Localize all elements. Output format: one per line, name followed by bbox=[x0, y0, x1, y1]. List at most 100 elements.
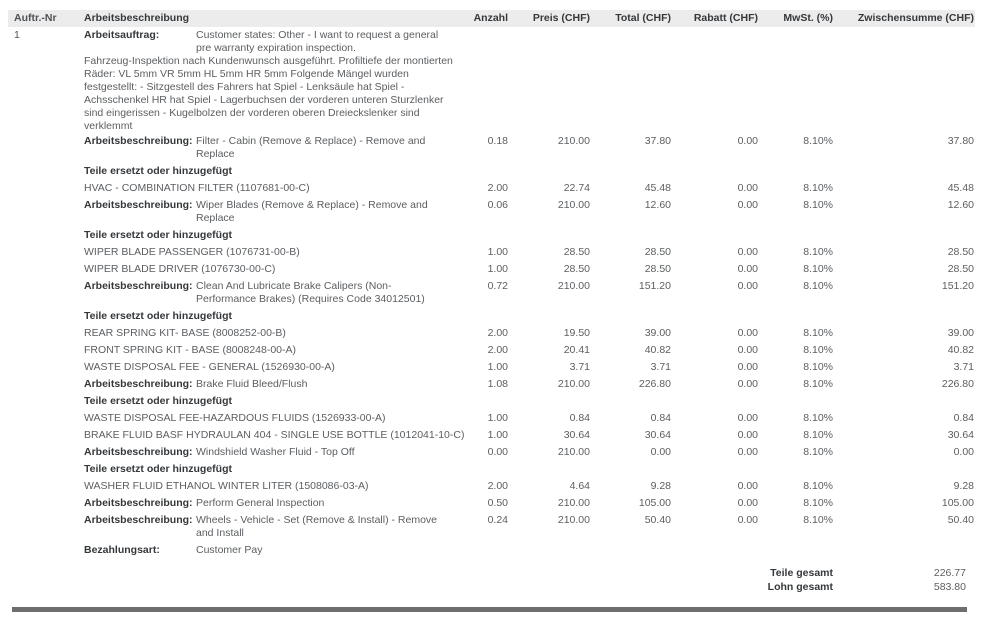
work-line-row: Arbeitsbeschreibung: Wiper Blades (Remov… bbox=[8, 197, 975, 227]
column-header-auftr-nr: Auftr.-Nr bbox=[14, 12, 57, 24]
order-number bbox=[8, 497, 84, 498]
discount-value: 0.00 bbox=[737, 263, 758, 275]
row-label: Bezahlungsart: bbox=[84, 544, 160, 556]
total-label: Lohn gesamt bbox=[767, 580, 833, 593]
total-value: 12.60 bbox=[644, 199, 671, 211]
row-label: Arbeitsbeschreibung: bbox=[84, 446, 193, 458]
subtotal-value: 151.20 bbox=[941, 280, 974, 292]
vat-value bbox=[758, 544, 833, 545]
total-value: 226.80 bbox=[638, 378, 671, 390]
row-description: Customer states: Other - I want to reque… bbox=[196, 29, 439, 54]
subtotal-value: 30.64 bbox=[947, 429, 974, 441]
vat-value: 8.10% bbox=[803, 412, 833, 424]
subtotal-value bbox=[833, 544, 983, 545]
quantity-value bbox=[470, 544, 508, 545]
row-label: Arbeitsbeschreibung: bbox=[84, 280, 193, 292]
total-value: 28.50 bbox=[644, 263, 671, 275]
order-number bbox=[8, 544, 84, 545]
total-value: 39.00 bbox=[644, 327, 671, 339]
vat-value: 8.10% bbox=[803, 429, 833, 441]
total-value bbox=[590, 29, 671, 30]
row-description: Customer Pay bbox=[196, 544, 263, 556]
price-value: 19.50 bbox=[563, 327, 590, 339]
discount-value: 0.00 bbox=[737, 135, 758, 147]
vat-value: 8.10% bbox=[803, 182, 833, 194]
price-value: 20.41 bbox=[563, 344, 590, 356]
line-items: 1 Arbeitsauftrag: Customer states: Other… bbox=[8, 29, 975, 559]
total-value: 0.84 bbox=[650, 412, 671, 424]
work-line-row: Arbeitsbeschreibung: Perform General Ins… bbox=[8, 495, 975, 512]
price-value: 210.00 bbox=[557, 135, 590, 147]
subtotal-value: 0.84 bbox=[953, 412, 974, 424]
subtotal-value: 105.00 bbox=[941, 497, 974, 509]
parts-section-header-row: Teile ersetzt oder hinzugefügt bbox=[8, 461, 975, 478]
discount-value: 0.00 bbox=[737, 199, 758, 211]
quantity-value bbox=[470, 29, 508, 30]
subtotal-value: 0.00 bbox=[953, 446, 974, 458]
price-value: 210.00 bbox=[557, 514, 590, 526]
total-value: 0.00 bbox=[650, 446, 671, 458]
part-line-row: WASTE DISPOSAL FEE-HAZARDOUS FLUIDS (152… bbox=[8, 410, 975, 427]
work-notes-text: Fahrzeug-Inspektion nach Kundenwunsch au… bbox=[84, 55, 453, 132]
parts-section-title: Teile ersetzt oder hinzugefügt bbox=[84, 310, 232, 322]
quantity-value: 2.00 bbox=[487, 480, 508, 492]
quantity-value: 0.24 bbox=[487, 514, 508, 526]
quantity-value: 2.00 bbox=[487, 344, 508, 356]
total-value: 40.82 bbox=[644, 344, 671, 356]
row-label: Arbeitsbeschreibung: bbox=[84, 497, 193, 509]
part-description: WASTE DISPOSAL FEE-HAZARDOUS FLUIDS (152… bbox=[84, 412, 386, 424]
subtotal-value: 9.28 bbox=[953, 480, 974, 492]
vat-value: 8.10% bbox=[803, 327, 833, 339]
quantity-value: 1.00 bbox=[487, 412, 508, 424]
total-value: 3.71 bbox=[650, 361, 671, 373]
part-line-row: WASHER FLUID ETHANOL WINTER LITER (15080… bbox=[8, 478, 975, 495]
parts-section-title: Teile ersetzt oder hinzugefügt bbox=[84, 463, 232, 475]
quantity-value: 0.18 bbox=[487, 135, 508, 147]
order-number bbox=[8, 199, 84, 200]
discount-value: 0.00 bbox=[737, 412, 758, 424]
part-line-row: WIPER BLADE DRIVER (1076730-00-C) 1.00 2… bbox=[8, 261, 975, 278]
subtotal-value: 3.71 bbox=[953, 361, 974, 373]
part-line-row: REAR SPRING KIT- BASE (8008252-00-B) 2.0… bbox=[8, 325, 975, 342]
service-order-document: Auftr.-Nr Arbeitsbeschreibung Anzahl Pre… bbox=[8, 10, 975, 612]
parts-section-header-row: Teile ersetzt oder hinzugefügt bbox=[8, 227, 975, 244]
work-line-row: Arbeitsbeschreibung: Clean And Lubricate… bbox=[8, 278, 975, 308]
total-label: Teile gesamt bbox=[770, 566, 833, 579]
total-row: Lohn gesamt 583.80 bbox=[8, 580, 975, 594]
row-description: Filter - Cabin (Remove & Replace) - Remo… bbox=[196, 135, 426, 160]
price-value: 210.00 bbox=[557, 497, 590, 509]
quantity-value: 1.00 bbox=[487, 361, 508, 373]
work-notes-row: Fahrzeug-Inspektion nach Kundenwunsch au… bbox=[8, 55, 975, 133]
row-label: Arbeitsbeschreibung: bbox=[84, 514, 193, 526]
total-value: 37.80 bbox=[644, 135, 671, 147]
part-description: BRAKE FLUID BASF HYDRAULAN 404 - SINGLE … bbox=[84, 429, 465, 441]
row-label: Arbeitsauftrag: bbox=[84, 29, 160, 41]
discount-value: 0.00 bbox=[737, 361, 758, 373]
price-value: 4.64 bbox=[569, 480, 590, 492]
vat-value: 8.10% bbox=[803, 246, 833, 258]
quantity-value: 1.00 bbox=[487, 429, 508, 441]
discount-value: 0.00 bbox=[737, 378, 758, 390]
row-label: Arbeitsbeschreibung: bbox=[84, 135, 193, 147]
discount-value bbox=[671, 29, 758, 30]
part-description: WASHER FLUID ETHANOL WINTER LITER (15080… bbox=[84, 480, 369, 492]
column-header-rabatt: Rabatt (CHF) bbox=[693, 12, 758, 24]
total-value: 50.40 bbox=[644, 514, 671, 526]
part-description: FRONT SPRING KIT - BASE (8008248-00-A) bbox=[84, 344, 297, 356]
vat-value: 8.10% bbox=[803, 135, 833, 147]
column-header-anzahl: Anzahl bbox=[473, 12, 508, 24]
part-line-row: FRONT SPRING KIT - BASE (8008248-00-A) 2… bbox=[8, 342, 975, 359]
part-description: HVAC - COMBINATION FILTER (1107681-00-C) bbox=[84, 182, 310, 194]
part-description: REAR SPRING KIT- BASE (8008252-00-B) bbox=[84, 327, 286, 339]
subtotal-value: 226.80 bbox=[941, 378, 974, 390]
vat-value bbox=[758, 29, 833, 30]
price-value: 210.00 bbox=[557, 199, 590, 211]
quantity-value: 2.00 bbox=[487, 182, 508, 194]
discount-value: 0.00 bbox=[737, 429, 758, 441]
part-line-row: WASTE DISPOSAL FEE - GENERAL (1526930-00… bbox=[8, 359, 975, 376]
vat-value: 8.10% bbox=[803, 199, 833, 211]
discount-value: 0.00 bbox=[737, 344, 758, 356]
price-value bbox=[508, 29, 590, 30]
discount-value bbox=[671, 544, 758, 545]
quantity-value: 0.72 bbox=[487, 280, 508, 292]
